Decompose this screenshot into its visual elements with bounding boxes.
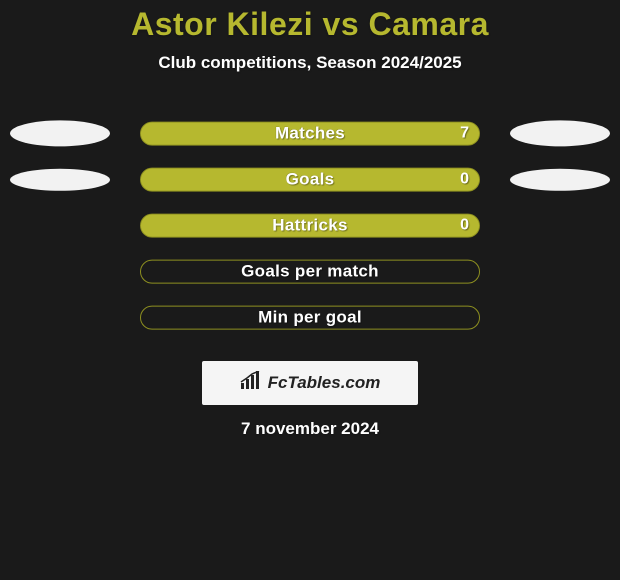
stat-label: Hattricks — [141, 216, 479, 236]
stat-row: Min per goal — [0, 297, 620, 343]
comparison-infographic: Astor Kilezi vs Camara Club competitions… — [0, 0, 620, 580]
stat-bar: Hattricks0 — [140, 214, 480, 238]
date-text: 7 november 2024 — [0, 419, 620, 439]
stat-value: 0 — [460, 217, 469, 235]
stat-row: Goals per match — [0, 251, 620, 297]
stat-value: 0 — [460, 171, 469, 189]
subtitle: Club competitions, Season 2024/2025 — [0, 53, 620, 73]
stat-label: Goals — [141, 170, 479, 190]
stat-label: Matches — [141, 124, 479, 144]
branding-badge: FcTables.com — [202, 361, 418, 405]
player-left-ellipse — [10, 169, 110, 191]
stat-value: 7 — [460, 125, 469, 143]
branding-text: FcTables.com — [268, 373, 381, 393]
player-right-ellipse — [510, 120, 610, 146]
page-title: Astor Kilezi vs Camara — [0, 0, 620, 43]
stat-rows: Matches7Goals0Hattricks0Goals per matchM… — [0, 113, 620, 343]
stat-bar: Min per goal — [140, 306, 480, 330]
stat-row: Goals0 — [0, 159, 620, 205]
player-left-ellipse — [10, 120, 110, 146]
stat-bar: Goals0 — [140, 168, 480, 192]
stat-bar: Goals per match — [140, 260, 480, 284]
stat-row: Matches7 — [0, 113, 620, 159]
player-right-ellipse — [510, 169, 610, 191]
stat-row: Hattricks0 — [0, 205, 620, 251]
stat-label: Min per goal — [141, 308, 479, 328]
stat-bar: Matches7 — [140, 122, 480, 146]
stat-label: Goals per match — [141, 262, 479, 282]
branding-chart-icon — [240, 371, 262, 396]
